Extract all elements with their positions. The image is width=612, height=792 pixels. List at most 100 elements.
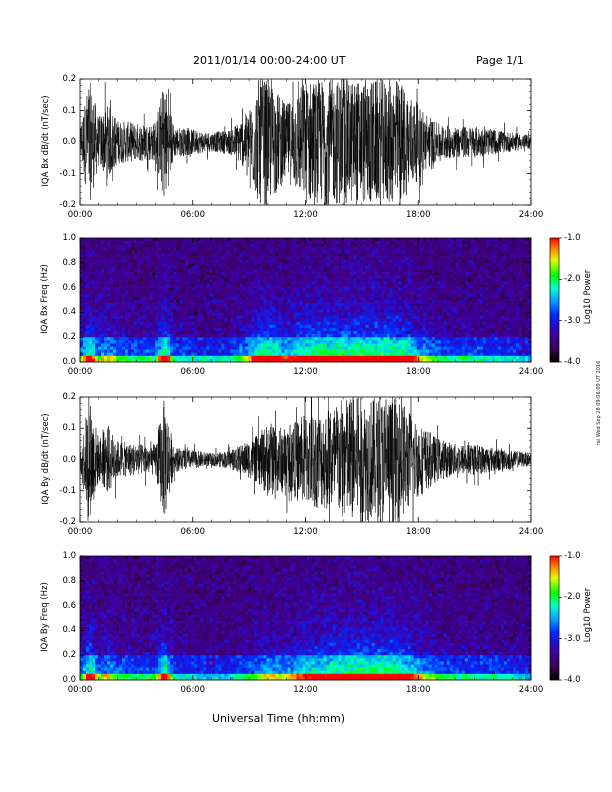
heatmap-cell	[302, 309, 306, 313]
heatmap-cell	[437, 253, 442, 257]
heatmap-cell	[218, 293, 222, 298]
heatmap-cell	[419, 306, 424, 310]
heatmap-cell	[233, 346, 237, 350]
heatmap-cell	[89, 358, 93, 363]
heatmap-cell	[437, 275, 442, 279]
heatmap-cell	[245, 247, 249, 251]
heatmap-cell	[305, 256, 309, 260]
heatmap-cell	[353, 287, 357, 291]
heatmap-cell	[386, 346, 390, 350]
heatmap-cell	[215, 238, 219, 242]
heatmap-cell	[92, 278, 96, 282]
heatmap-cell	[365, 355, 369, 360]
heatmap-cell	[443, 355, 448, 360]
heatmap-cell	[425, 293, 430, 298]
heatmap-cell	[353, 337, 357, 341]
heatmap-cell	[290, 296, 294, 301]
heatmap-cell	[374, 309, 378, 313]
heatmap-cell	[389, 306, 393, 310]
heatmap-cell	[431, 250, 436, 254]
heatmap-cell	[80, 262, 84, 267]
heatmap-cell	[194, 238, 198, 242]
heatmap-cell	[137, 269, 141, 273]
heatmap-cell	[422, 238, 427, 242]
heatmap-cell	[314, 306, 318, 310]
heatmap-cell	[221, 337, 225, 341]
heatmap-cell	[398, 358, 403, 363]
heatmap-cell	[308, 355, 312, 360]
heatmap-cell	[86, 253, 90, 257]
heatmap-cell	[221, 334, 225, 338]
heatmap-cell	[398, 241, 403, 245]
heatmap-cell	[431, 281, 436, 285]
heatmap-cell	[185, 262, 189, 267]
heatmap-cell	[185, 300, 189, 304]
heatmap-cell	[332, 259, 336, 264]
heatmap-cell	[425, 238, 430, 242]
heatmap-cell	[287, 312, 291, 316]
heatmap-cell	[302, 247, 306, 251]
heatmap-cell	[140, 272, 144, 276]
heatmap-cell	[233, 312, 237, 316]
heatmap-cell	[302, 253, 306, 257]
heatmap-cell	[83, 259, 87, 264]
heatmap-cell	[188, 300, 192, 304]
heatmap-cell	[326, 321, 330, 326]
heatmap-cell	[167, 318, 171, 322]
heatmap-cell	[353, 318, 357, 322]
heatmap-cell	[380, 303, 384, 307]
heatmap-cell	[437, 315, 442, 319]
heatmap-cell	[416, 281, 421, 285]
heatmap-cell	[155, 340, 159, 344]
heatmap-cell	[197, 352, 201, 357]
heatmap-cell	[140, 355, 144, 360]
heatmap-cell	[242, 247, 246, 251]
heatmap-cell	[290, 244, 294, 248]
heatmap-cell	[107, 293, 111, 298]
heatmap-cell	[134, 296, 138, 301]
heatmap-cell	[149, 250, 153, 254]
heatmap-cell	[332, 253, 336, 257]
heatmap-cell	[209, 349, 213, 353]
heatmap-cell	[359, 358, 363, 363]
heatmap-cell	[347, 315, 351, 319]
heatmap-cell	[161, 262, 165, 267]
heatmap-cell	[185, 272, 189, 276]
heatmap-cell	[221, 262, 225, 267]
heatmap-cell	[368, 265, 372, 270]
heatmap-cell	[176, 355, 180, 360]
heatmap-cell	[392, 340, 396, 344]
heatmap-cell	[383, 290, 387, 295]
heatmap-cell	[290, 303, 294, 307]
heatmap-cell	[155, 287, 159, 291]
heatmap-cell	[299, 300, 303, 304]
heatmap-cell	[329, 253, 333, 257]
heatmap-cell	[404, 256, 409, 260]
heatmap-cell	[272, 300, 276, 304]
heatmap-cell	[431, 312, 436, 316]
heatmap-cell	[431, 346, 436, 350]
heatmap-cell	[83, 238, 87, 242]
heatmap-cell	[251, 253, 255, 257]
heatmap-cell	[398, 253, 403, 257]
heatmap-cell	[302, 349, 306, 353]
heatmap-cell	[158, 358, 162, 363]
heatmap-cell	[227, 309, 231, 313]
heatmap-cell	[212, 318, 216, 322]
heatmap-cell	[290, 253, 294, 257]
heatmap-cell	[164, 250, 168, 254]
heatmap-cell	[266, 340, 270, 344]
heatmap-cell	[308, 284, 312, 288]
heatmap-cell	[107, 309, 111, 313]
heatmap-cell	[206, 296, 210, 301]
heatmap-cell	[335, 334, 339, 338]
heatmap-cell	[428, 281, 433, 285]
heatmap-cell	[206, 269, 210, 273]
heatmap-cell	[242, 241, 246, 245]
heatmap-cell	[137, 315, 141, 319]
heatmap-cell	[221, 241, 225, 245]
heatmap-cell	[116, 287, 120, 291]
heatmap-cell	[299, 358, 303, 363]
heatmap-cell	[140, 278, 144, 282]
heatmap-cell	[152, 262, 156, 267]
